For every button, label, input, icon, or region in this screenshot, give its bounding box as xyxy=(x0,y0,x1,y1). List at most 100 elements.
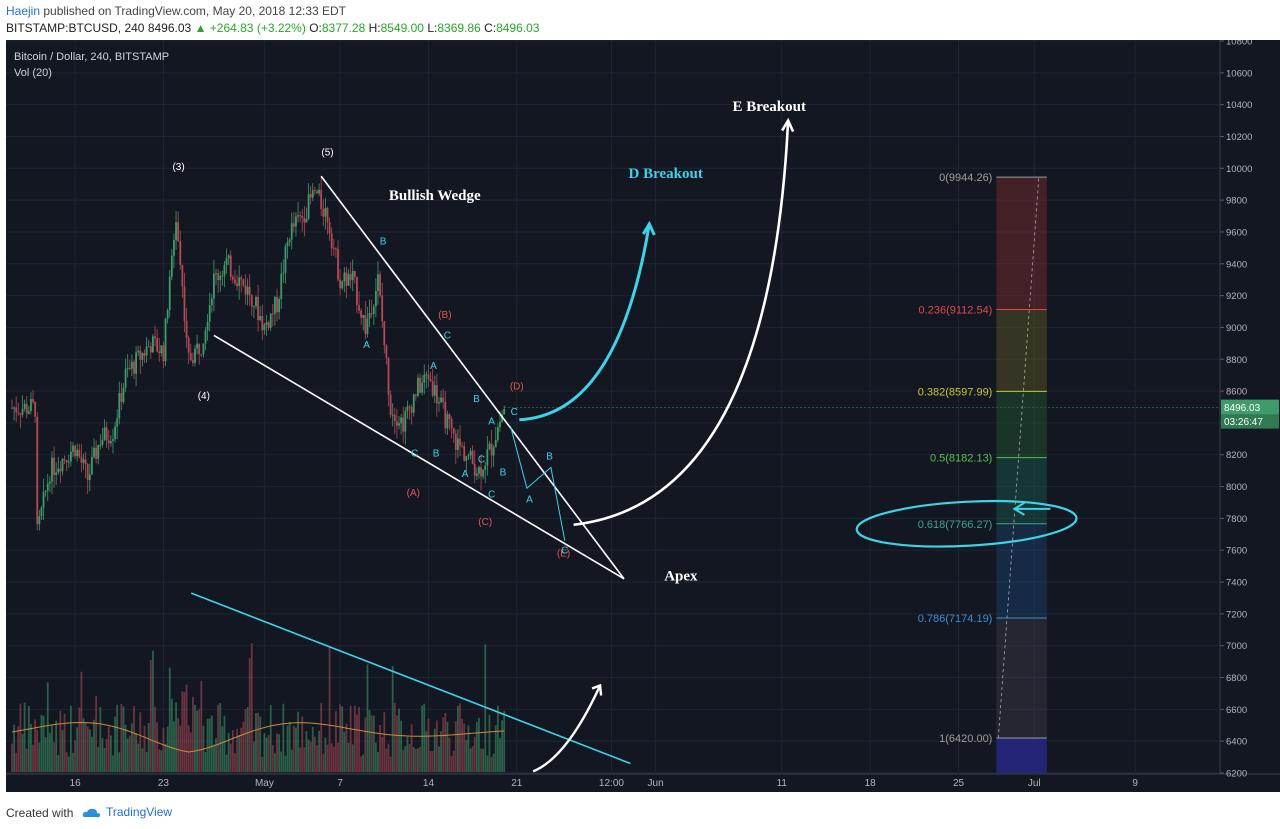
volume-bar xyxy=(276,733,278,772)
candle-body xyxy=(76,449,79,457)
d-breakout-arrowhead xyxy=(642,220,656,236)
volume-bar xyxy=(490,756,493,772)
candle-body xyxy=(345,272,348,286)
volume-bar xyxy=(324,737,327,772)
candle-body xyxy=(274,297,276,314)
x-tick-label: 18 xyxy=(865,778,877,789)
volume-bar xyxy=(360,756,363,772)
candle-body xyxy=(417,377,419,397)
volume-bar xyxy=(265,737,268,772)
volume-bar xyxy=(482,748,485,772)
candle-body xyxy=(339,279,342,289)
y-tick-label: 7200 xyxy=(1226,609,1247,620)
y-tick-label: 6200 xyxy=(1226,769,1247,780)
candle-body xyxy=(492,447,495,456)
volume-bar xyxy=(93,719,95,772)
candle-body xyxy=(322,209,325,217)
volume-bar xyxy=(82,718,85,772)
candle-body xyxy=(38,516,41,525)
volume-bar xyxy=(353,705,356,772)
fib-level-label: 1(6420.00) xyxy=(939,733,992,745)
volume-bar xyxy=(501,720,503,772)
volume-bar xyxy=(101,738,104,772)
volume-bar xyxy=(320,703,323,772)
volume-bar xyxy=(349,705,352,772)
candle-body xyxy=(160,345,163,354)
candle-body xyxy=(295,216,297,227)
y-tick-label: 6800 xyxy=(1226,673,1247,684)
sub-wave-label: A xyxy=(462,469,469,480)
volume-bar xyxy=(377,751,379,772)
price-chart[interactable]: 6200 6400 6600 6800 7000 7200 7400 7600 7800 8000… xyxy=(6,40,1280,792)
volume-bar xyxy=(406,736,409,772)
author-link[interactable]: Haejin xyxy=(6,4,41,18)
candle-body xyxy=(204,330,207,344)
volume-bar xyxy=(282,703,285,772)
candle-body xyxy=(423,374,426,383)
volume-bar xyxy=(297,711,299,772)
volume-bar xyxy=(97,746,100,772)
candle-body xyxy=(128,367,131,369)
volume-bar xyxy=(74,740,76,772)
x-tick-label: 12:00 xyxy=(599,778,624,789)
volume-bar xyxy=(61,730,64,772)
volume-bar xyxy=(128,735,131,772)
d-breakout-curve xyxy=(519,223,651,422)
candle-body xyxy=(486,449,489,466)
candle-body xyxy=(74,445,76,457)
sub-wave-label: A xyxy=(363,340,370,351)
volume-bar xyxy=(38,742,41,772)
candle-body xyxy=(65,459,68,463)
candle-body xyxy=(286,242,289,247)
candle-body xyxy=(143,353,146,356)
candle-body xyxy=(69,451,72,462)
volume-bar xyxy=(225,754,228,772)
candle-body xyxy=(107,440,110,444)
volume-group xyxy=(11,643,506,772)
x-tick-label: 11 xyxy=(777,778,788,789)
volume-bar xyxy=(303,747,306,772)
tradingview-logo-link[interactable]: TradingView xyxy=(82,805,172,819)
candle-body xyxy=(250,295,253,307)
volume-bar xyxy=(463,723,466,772)
candle-body xyxy=(15,407,18,413)
volume-bar xyxy=(63,713,66,772)
indicator-label: Vol (20) xyxy=(14,67,52,79)
volume-bar xyxy=(269,705,272,772)
candle-body xyxy=(282,272,285,274)
volume-bar xyxy=(339,704,342,772)
volume-bar xyxy=(431,751,434,772)
candle-body xyxy=(257,296,259,321)
volume-bar xyxy=(358,707,360,772)
candle-body xyxy=(242,279,245,286)
candle-body xyxy=(425,374,428,376)
candle-body xyxy=(307,194,310,219)
candle-body xyxy=(57,468,60,473)
candle-body xyxy=(271,313,274,315)
candle-body xyxy=(429,378,432,382)
candle-body xyxy=(326,208,329,223)
candle-body xyxy=(320,189,323,210)
candle-body xyxy=(379,274,381,296)
volume-bar xyxy=(160,750,163,772)
wave-5-label: (5) xyxy=(321,148,333,159)
volume-bar xyxy=(389,756,392,772)
volume-bar xyxy=(173,721,175,772)
candle-body xyxy=(377,274,379,291)
candle-body xyxy=(91,456,93,475)
candle-body xyxy=(362,315,365,318)
sub-wave-label: A xyxy=(488,417,495,428)
volume-bar xyxy=(238,734,241,772)
x-tick-label: 25 xyxy=(953,778,965,789)
volume-bar xyxy=(46,682,49,772)
volume-bar xyxy=(55,720,58,772)
volume-bar xyxy=(435,720,438,772)
volume-bar xyxy=(200,680,203,772)
candle-body xyxy=(406,406,409,412)
candle-body xyxy=(80,456,83,463)
chart-area[interactable]: 6200 6400 6600 6800 7000 7200 7400 7600 7800 8000… xyxy=(6,40,1280,792)
candle-body xyxy=(288,239,291,243)
volume-bar xyxy=(105,738,108,772)
volume-bar xyxy=(366,664,369,772)
volume-bar xyxy=(181,691,184,772)
